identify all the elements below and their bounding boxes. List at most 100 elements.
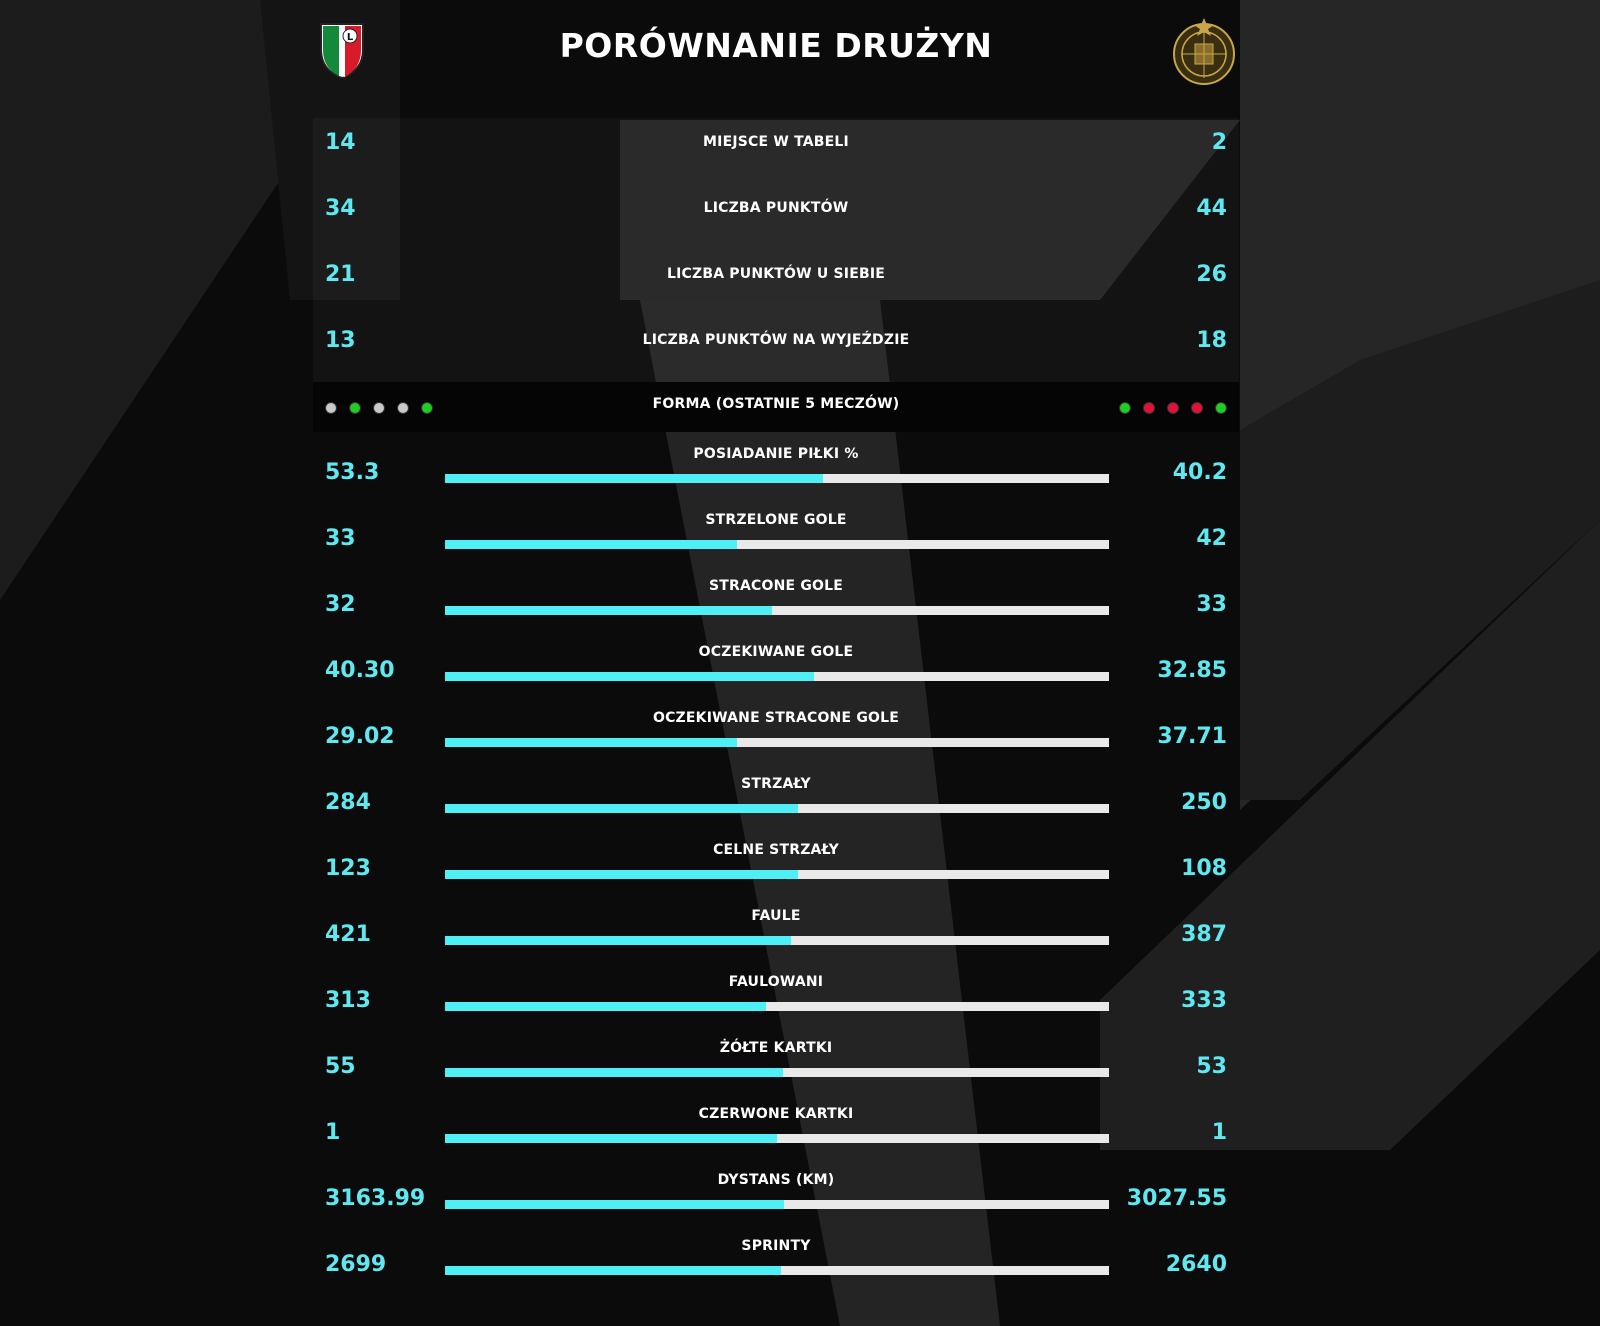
away-value: 387	[1181, 922, 1227, 947]
away-value: 333	[1181, 988, 1227, 1013]
home-value: 34	[325, 196, 356, 221]
away-value: 3027.55	[1126, 1186, 1227, 1211]
comparison-bar	[445, 474, 1109, 483]
stat-label: CELNE STRZAŁY	[713, 842, 839, 858]
stat-row-with-bar: 55 ŻÓŁTE KARTKI 53	[313, 1034, 1239, 1100]
home-value: 2699	[325, 1252, 387, 1277]
stat-row: 14 MIEJSCE W TABELI 2	[313, 118, 1239, 184]
page-title: PORÓWNANIE DRUŻYN	[559, 26, 993, 65]
stat-row-with-bar: 29.02 OCZEKIWANE STRACONE GOLE 37.71	[313, 704, 1239, 770]
form-dot-loss	[1143, 402, 1155, 414]
stat-row-with-bar: 33 STRZELONE GOLE 42	[313, 506, 1239, 572]
stat-row-with-bar: 421 FAULE 387	[313, 902, 1239, 968]
stat-row-with-bar: 123 CELNE STRZAŁY 108	[313, 836, 1239, 902]
form-dot-draw	[373, 402, 385, 414]
comparison-bar-fill	[445, 606, 773, 615]
stat-label: DYSTANS (KM)	[717, 1172, 835, 1188]
comparison-bar-fill	[445, 1134, 777, 1143]
form-dot-win	[421, 402, 433, 414]
comparison-bar	[445, 804, 1109, 813]
stat-label: CZERWONE KARTKI	[698, 1106, 854, 1122]
away-value: 33	[1196, 592, 1227, 617]
home-value: 123	[325, 856, 371, 881]
stat-label: STRZELONE GOLE	[705, 512, 847, 528]
form-dot-win	[1119, 402, 1131, 414]
away-value: 108	[1181, 856, 1227, 881]
stat-label: LICZBA PUNKTÓW NA WYJEŹDZIE	[642, 332, 910, 348]
comparison-bar	[445, 540, 1109, 549]
away-value: 42	[1196, 526, 1227, 551]
stat-row-with-bar: 32 STRACONE GOLE 33	[313, 572, 1239, 638]
form-dot-win	[349, 402, 361, 414]
away-value: 37.71	[1157, 724, 1227, 749]
comparison-bar	[445, 870, 1109, 879]
svg-text:L: L	[347, 32, 354, 43]
home-value: 13	[325, 328, 356, 353]
comparison-bar-fill	[445, 870, 799, 879]
comparison-bar	[445, 738, 1109, 747]
comparison-bar	[445, 1134, 1109, 1143]
comparison-bar-fill	[445, 672, 815, 681]
stat-row: 13 LICZBA PUNKTÓW NA WYJEŹDZIE 18	[313, 316, 1239, 382]
comparison-bar	[445, 672, 1109, 681]
away-value: 2640	[1165, 1252, 1227, 1277]
away-value: 40.2	[1172, 460, 1227, 485]
stat-label: OCZEKIWANE GOLE	[698, 644, 854, 660]
away-value: 26	[1196, 262, 1227, 287]
comparison-bar-fill	[445, 936, 791, 945]
form-dot-win	[1215, 402, 1227, 414]
home-value: 55	[325, 1054, 356, 1079]
home-value: 53.3	[325, 460, 380, 485]
comparison-bar-fill	[445, 1200, 785, 1209]
away-value: 53	[1196, 1054, 1227, 1079]
home-value: 21	[325, 262, 356, 287]
comparison-bar-fill	[445, 1266, 781, 1275]
stat-label: OCZEKIWANE STRACONE GOLE	[652, 710, 899, 726]
form-dot-draw	[325, 402, 337, 414]
stat-row-with-bar: 3163.99 DYSTANS (KM) 3027.55	[313, 1166, 1239, 1232]
home-value: 32	[325, 592, 356, 617]
comparison-bar-fill	[445, 804, 799, 813]
away-form-dots	[1119, 402, 1227, 416]
stat-label: POSIADANIE PIŁKI %	[693, 446, 859, 462]
comparison-bar-fill	[445, 1002, 767, 1011]
home-value: 33	[325, 526, 356, 551]
away-value: 250	[1181, 790, 1227, 815]
away-value: 44	[1196, 196, 1227, 221]
form-dot-loss	[1167, 402, 1179, 414]
stat-label: STRZAŁY	[741, 776, 811, 792]
away-value: 18	[1196, 328, 1227, 353]
form-dot-loss	[1191, 402, 1203, 414]
home-value: 421	[325, 922, 371, 947]
stat-row-with-bar: 1 CZERWONE KARTKI 1	[313, 1100, 1239, 1166]
form-dot-draw	[397, 402, 409, 414]
form-row: FORMA (OSTATNIE 5 MECZÓW)	[313, 382, 1239, 432]
comparison-bar	[445, 936, 1109, 945]
stat-row-with-bar: 53.3 POSIADANIE PIŁKI % 40.2	[313, 440, 1239, 506]
legia-crest-icon: L	[320, 23, 364, 80]
stat-label: FAULE	[751, 908, 801, 924]
header: L PORÓWNANIE DRUŻYN	[313, 0, 1239, 100]
stat-row: 21 LICZBA PUNKTÓW U SIEBIE 26	[313, 250, 1239, 316]
stat-label: LICZBA PUNKTÓW	[703, 200, 849, 216]
stat-row: 34 LICZBA PUNKTÓW 44	[313, 184, 1239, 250]
stat-label: ŻÓŁTE KARTKI	[719, 1040, 833, 1056]
comparison-bar	[445, 1200, 1109, 1209]
comparison-bar-fill	[445, 540, 738, 549]
home-value: 14	[325, 130, 356, 155]
comparison-bar	[445, 1266, 1109, 1275]
home-value: 40.30	[325, 658, 395, 683]
home-form-dots	[325, 402, 433, 416]
zaglebie-crest-icon	[1173, 18, 1235, 85]
away-value: 1	[1211, 1120, 1227, 1145]
team-comparison-panel: L PORÓWNANIE DRUŻYN 14 MIEJSCE W TABELI 2 3…	[313, 0, 1239, 1326]
stat-row-with-bar: 313 FAULOWANI 333	[313, 968, 1239, 1034]
comparison-bar-fill	[445, 474, 824, 483]
comparison-bar-fill	[445, 1068, 783, 1077]
stat-label: LICZBA PUNKTÓW U SIEBIE	[666, 266, 886, 282]
comparison-bar	[445, 606, 1109, 615]
stat-label: FAULOWANI	[728, 974, 824, 990]
stat-row-with-bar: 2699 SPRINTY 2640	[313, 1232, 1239, 1298]
away-value: 2	[1211, 130, 1227, 155]
